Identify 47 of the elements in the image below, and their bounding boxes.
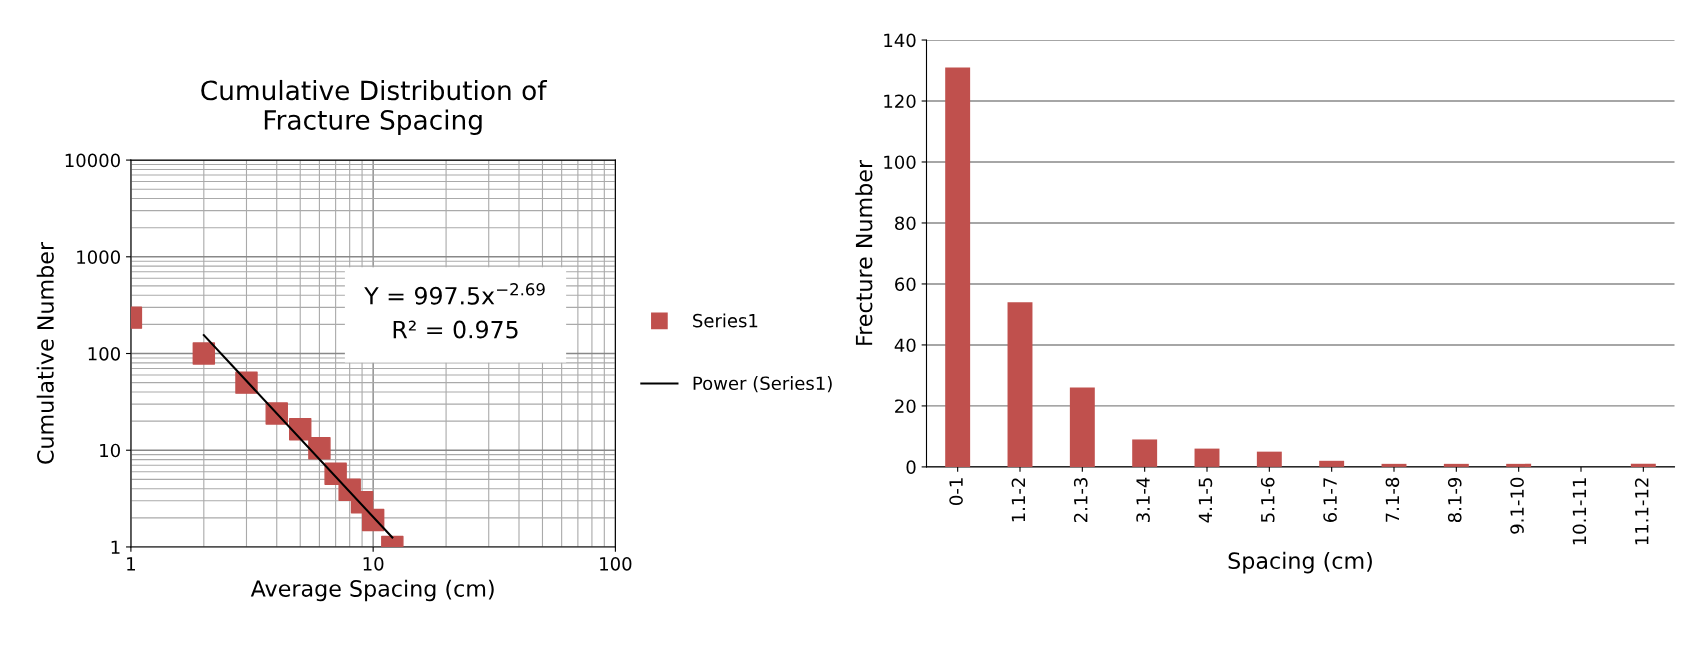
bar <box>1007 302 1033 467</box>
y-axis-title: Frecture Number <box>855 159 873 345</box>
y-tick-label: 100 <box>884 155 916 170</box>
x-tick-label: 5.1-6 <box>1260 477 1275 522</box>
text: Y = 997.5x$^{−2.69}$ R² = 0.975 <box>364 283 545 339</box>
bar <box>1443 463 1469 467</box>
y-axis-title: Cumulative Number <box>36 241 54 464</box>
x-tick-label: 3.1-4 <box>1136 477 1150 522</box>
x-tick-label: 1 <box>127 557 135 571</box>
y-tick-label: 0 <box>906 460 916 475</box>
y-tick-label: 20 <box>895 399 916 414</box>
x-tick-label: 11.1-12 <box>1634 478 1649 545</box>
x-tick-label: 8.1-9 <box>1447 477 1462 523</box>
y-tick-label: 60 <box>895 277 916 292</box>
bar <box>1630 463 1656 467</box>
y-tick-label: 10 <box>100 443 120 458</box>
y-tick-label: 40 <box>894 338 916 353</box>
legend-label: Power (Series1) <box>693 376 832 393</box>
x-tick-label: 9.1-10 <box>1510 477 1524 534</box>
bar <box>1132 439 1158 467</box>
y-tick-label: 100 <box>88 346 120 361</box>
x-axis-title: Spacing (cm) <box>1228 551 1372 574</box>
y-tick-label: 1 <box>111 540 120 554</box>
x-tick-label: 4.1-5 <box>1198 478 1213 523</box>
bar <box>1381 463 1407 467</box>
bar <box>1319 460 1345 467</box>
x-tick-label: 6.1-7 <box>1323 478 1337 523</box>
legend-label: Series1 <box>693 313 758 328</box>
y-tick-label: 140 <box>884 33 916 48</box>
y-tick-label: 1000 <box>77 250 120 264</box>
bar <box>1256 451 1282 467</box>
y-tick-label: 120 <box>884 94 916 109</box>
y-tick-label: 80 <box>895 216 916 231</box>
x-tick-label: 10 <box>363 556 384 571</box>
bar <box>945 67 971 467</box>
x-tick-label: 1.1-2 <box>1011 478 1025 522</box>
x-tick-label: 2.1-3 <box>1073 478 1088 523</box>
x-tick-label: 7.1-8 <box>1385 477 1400 522</box>
x-tick-label: 0-1 <box>949 478 963 505</box>
x-axis-title: Average Spacing (cm) <box>250 579 494 602</box>
bar <box>1194 448 1220 467</box>
x-tick-label: 10.1-11 <box>1572 478 1587 545</box>
bar <box>1506 463 1532 467</box>
bar <box>1069 387 1095 467</box>
x-tick-label: 100 <box>600 556 632 571</box>
chart-title: Cumulative Distribution of Fracture Spacing <box>201 79 548 136</box>
y-tick-label: 10000 <box>65 153 120 168</box>
